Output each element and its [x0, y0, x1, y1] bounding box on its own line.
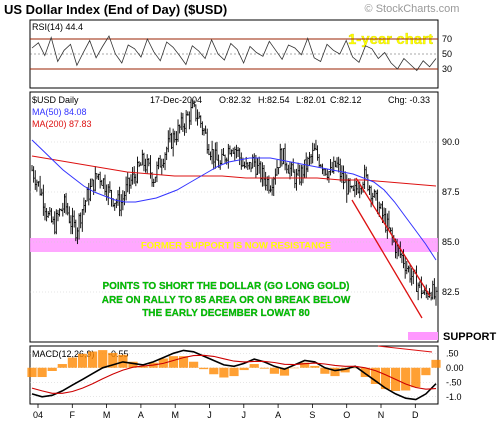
- high-label: H:82.54: [258, 95, 290, 105]
- macd-tick-label: .50: [446, 348, 459, 358]
- ma200-label: MA(200) 87.83: [32, 119, 92, 129]
- macd-histogram-bar: [270, 368, 279, 374]
- macd-histogram-bar: [229, 368, 238, 376]
- macd-histogram-bar: [290, 368, 299, 369]
- rsi-tick-label: 70: [442, 34, 452, 44]
- change-label: Chg: -0.33: [388, 95, 430, 105]
- price-tick-label: 82.5: [442, 287, 460, 297]
- x-tick-label: S: [309, 410, 315, 420]
- rsi-label: RSI(14) 44.4: [32, 22, 83, 32]
- macd-histogram-bar: [78, 354, 87, 368]
- x-tick-label: M: [103, 410, 111, 420]
- macd-tick-label: 0.00: [446, 363, 464, 373]
- x-tick-label: F: [70, 410, 76, 420]
- x-tick-label: J: [207, 410, 212, 420]
- x-tick-label: A: [275, 410, 281, 420]
- watermark: © StockCharts.com: [365, 3, 460, 15]
- rsi-tick-label: 30: [442, 64, 452, 74]
- price-tick-label: 90.0: [442, 137, 460, 147]
- resistance-band-text: FORMER SUPPORT IS NOW RESISTANCE: [141, 241, 331, 252]
- annotation-line-3: THE EARLY DECEMBER LOWAT 80: [142, 308, 310, 319]
- annotation-line-2: ARE ON RALLY TO 85 AREA OR ON BREAK BELO…: [102, 295, 351, 306]
- rsi-tick-labels: 70 50 30: [442, 34, 452, 74]
- macd-histogram-bar: [411, 368, 420, 387]
- macd-tick-label: -.50: [446, 377, 462, 387]
- macd-histogram-bar: [88, 352, 97, 368]
- rsi-tick-label: 50: [442, 49, 452, 59]
- corner-label: 1-year chart: [348, 31, 433, 48]
- ma50-label: MA(50) 84.08: [32, 107, 87, 117]
- macd-histogram-bar: [48, 368, 57, 371]
- macd-histogram-bar: [189, 362, 198, 368]
- macd-histogram-bar: [240, 368, 249, 370]
- x-tick-label: J: [242, 410, 247, 420]
- macd-histogram-bar: [58, 364, 67, 368]
- price-tick-label: 87.5: [442, 187, 460, 197]
- annotation-line-1: POINTS TO SHORT THE DOLLAR (GO LONG GOLD…: [102, 281, 349, 292]
- symbol-label: $USD Daily: [32, 95, 79, 105]
- macd-histogram-bar: [431, 360, 440, 368]
- x-tick-label: M: [171, 410, 179, 420]
- macd-histogram-bar: [27, 368, 36, 377]
- macd-histogram-bar: [209, 368, 218, 374]
- price-tick-labels: 90.0 87.5 85.0 82.5: [442, 137, 460, 297]
- support-label: SUPPORT: [443, 331, 496, 343]
- macd-tick-label: -1.0: [446, 392, 462, 402]
- x-tick-label: O: [343, 410, 350, 420]
- macd-histogram-bar: [219, 368, 228, 378]
- macd-histogram-bar: [98, 350, 107, 368]
- macd-histogram-bar: [68, 358, 77, 368]
- x-tick-label: A: [138, 410, 144, 420]
- macd-histogram-bar: [310, 366, 319, 368]
- macd-histogram-bar: [250, 364, 259, 368]
- price-tick-label: 85.0: [442, 237, 460, 247]
- macd-histogram-bar: [199, 368, 208, 369]
- x-tick-label: 04: [33, 410, 43, 420]
- macd-histogram-bar: [260, 368, 269, 369]
- open-label: O:82.32: [219, 95, 251, 105]
- x-tick-label: N: [378, 410, 385, 420]
- close-label: C:82.12: [330, 95, 362, 105]
- macd-histogram-bar: [421, 368, 430, 375]
- x-tick-labels: 04 F M A M J J A S O N D: [33, 404, 419, 420]
- chart-title: US Dollar Index (End of Day) ($USD): [4, 2, 227, 17]
- macd-tick-labels: .50 0.00 -.50 -1.0: [446, 348, 464, 402]
- macd-histogram-bar: [38, 368, 47, 377]
- macd-histogram-bar: [401, 368, 410, 391]
- support-mark: [408, 332, 438, 340]
- low-label: L:82.01: [296, 95, 326, 105]
- x-tick-label: D: [412, 410, 419, 420]
